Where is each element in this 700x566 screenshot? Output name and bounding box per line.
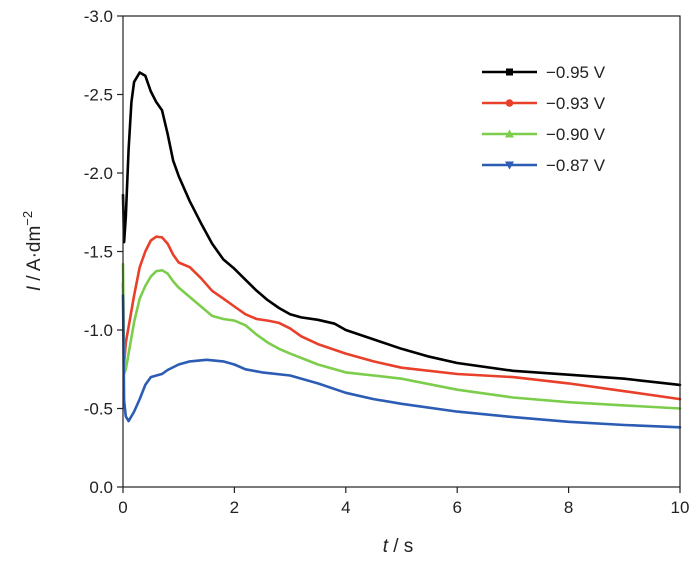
y-tick-label-1: -0.5 (84, 400, 113, 419)
legend-label-3: −0.87 V (546, 156, 606, 175)
legend-marker-1 (505, 99, 514, 107)
ticks-layer: 0 2 4 6 8 10 0.0 -0.5 -1.0 -1.5 -2.0 -2.5 -3.0 (84, 7, 690, 517)
y-tick-label-5: -2.5 (84, 86, 113, 105)
legend-label-2: −0.90 V (546, 125, 606, 144)
x-axis-title: t / s (383, 536, 414, 557)
legend-label-0: −0.95 V (546, 63, 606, 82)
y-tick-label-6: -3.0 (84, 7, 113, 26)
x-tick-label-1: 2 (230, 498, 239, 517)
y-axis-title: I / A·dm−2 (20, 211, 45, 291)
series-line-3 (121, 294, 682, 429)
y-tick-label-4: -2.0 (84, 164, 113, 183)
series-layer (121, 71, 682, 429)
series-line-0 (121, 71, 682, 387)
legend-marker-2 (505, 129, 514, 138)
x-tick-label-4: 8 (564, 498, 573, 517)
legend-label-1: −0.93 V (546, 94, 606, 113)
x-tick-label-5: 10 (671, 498, 690, 517)
x-tick-label-2: 4 (341, 498, 350, 517)
plot-frame (122, 15, 681, 488)
series-line-2 (121, 262, 682, 410)
y-tick-label-2: -1.0 (84, 321, 113, 340)
x-tick-label-3: 6 (452, 498, 461, 517)
legend: −0.95 V −0.93 V −0.90 V −0.87 V (482, 63, 606, 175)
x-tick-label-0: 0 (118, 498, 127, 517)
legend-marker-3 (505, 161, 514, 170)
legend-marker-0 (506, 68, 513, 76)
y-tick-label-0: 0.0 (89, 478, 113, 497)
y-tick-label-3: -1.5 (84, 243, 113, 262)
series-line-1 (121, 235, 682, 401)
